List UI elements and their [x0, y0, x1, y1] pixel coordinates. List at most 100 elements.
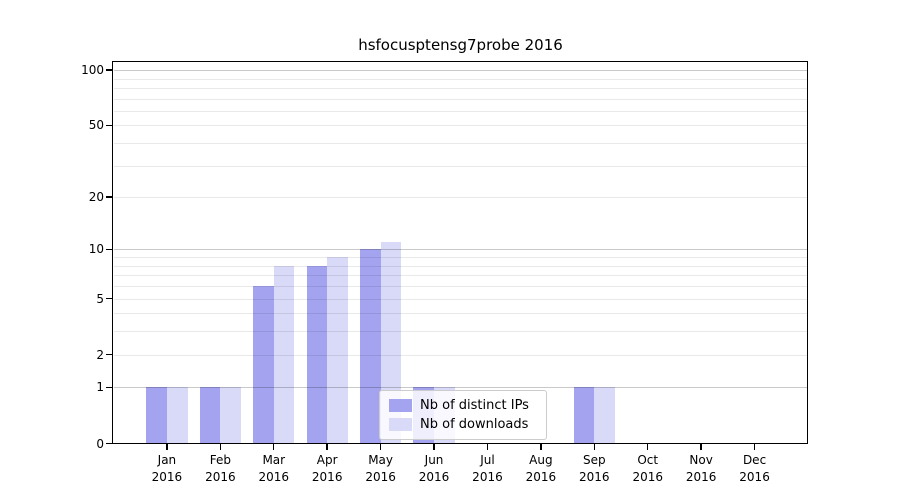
legend-swatch-distinct-ips [389, 399, 412, 412]
legend: Nb of distinct IPs Nb of downloads [379, 390, 547, 440]
y-tick-20 [106, 196, 112, 198]
x-tick-feb [219, 444, 222, 450]
gridline-minor-5 [114, 298, 807, 300]
x-tick-label-jun: Jun 2016 [419, 452, 450, 486]
bar-sep-downloads [594, 387, 615, 444]
bar-apr-downloads [327, 257, 348, 444]
gridline-major-10 [114, 249, 807, 251]
x-tick-year: 2016 [525, 470, 557, 484]
x-tick-year: 2016 [151, 470, 183, 484]
x-tick-year: 2016 [418, 470, 450, 484]
x-tick-label-sep: Sep 2016 [579, 452, 610, 486]
x-tick-year: 2016 [579, 470, 610, 484]
x-tick-month: Jul [480, 453, 495, 467]
x-tick-month: Nov [689, 453, 713, 467]
gridline-minor-6 [114, 286, 807, 288]
y-tick-label-5: 5 [96, 291, 104, 306]
y-tick-10 [106, 248, 112, 251]
gridline-minor-9 [114, 257, 807, 259]
gridline-minor-3 [114, 331, 807, 333]
x-tick-year: 2016 [739, 470, 770, 484]
x-tick-month: Feb [209, 453, 231, 467]
y-tick-1 [106, 386, 112, 389]
legend-item-downloads: Nb of downloads [389, 417, 538, 432]
bar-mar-downloads [273, 265, 295, 444]
x-tick-year: 2016 [365, 470, 396, 484]
x-tick-nov [700, 444, 702, 450]
y-tick-50 [106, 124, 112, 127]
y-tick-label-20: 20 [88, 190, 104, 205]
bar-may-distinct-ips [360, 249, 381, 444]
x-tick-mar [273, 444, 275, 450]
x-tick-dec [753, 444, 756, 450]
gridline-major-100 [114, 70, 807, 72]
bar-feb-downloads [220, 387, 241, 444]
x-tick-month: Mar [262, 453, 286, 467]
y-tick-label-10: 10 [88, 242, 104, 257]
legend-label-downloads: Nb of downloads [420, 417, 529, 432]
y-tick-5 [106, 297, 112, 300]
bar-mar-distinct-ips [253, 286, 274, 444]
x-tick-month: Jan [157, 453, 177, 467]
x-tick-aug [540, 444, 542, 450]
x-tick-month: Dec [742, 453, 767, 467]
x-tick-month: Jun [424, 453, 444, 467]
x-tick-year: 2016 [685, 470, 717, 484]
x-tick-year: 2016 [311, 470, 343, 484]
gridline-minor-4 [114, 313, 807, 315]
bar-feb-distinct-ips [199, 387, 221, 444]
x-tick-may [379, 444, 382, 450]
x-tick-label-may: May 2016 [365, 452, 396, 486]
x-tick-month: Aug [529, 453, 553, 467]
bar-jan-downloads [166, 387, 188, 444]
x-tick-label-feb: Feb 2016 [205, 452, 236, 486]
x-tick-oct [647, 444, 649, 450]
bar-apr-distinct-ips [306, 265, 328, 444]
gridline-minor-60 [114, 110, 807, 112]
legend-label-distinct-ips: Nb of distinct IPs [420, 398, 529, 413]
y-tick-2 [106, 353, 112, 356]
legend-swatch-downloads [389, 418, 412, 431]
gridline-minor-30 [114, 165, 807, 167]
x-tick-label-nov: Nov 2016 [686, 452, 717, 486]
legend-item-distinct-ips: Nb of distinct IPs [389, 398, 538, 413]
x-tick-jun [433, 444, 435, 450]
bar-jan-distinct-ips [146, 387, 167, 444]
chart-title: hsfocusptensg7probe 2016 [358, 36, 563, 54]
x-tick-jan [166, 444, 168, 450]
gridline-minor-50 [114, 125, 807, 127]
x-tick-label-jan: Jan 2016 [152, 452, 183, 486]
gridline-minor-80 [114, 87, 807, 89]
x-tick-month: May [368, 453, 394, 467]
gridline-minor-8 [114, 265, 807, 267]
gridline-minor-7 [114, 275, 807, 277]
y-tick-100 [106, 69, 112, 71]
x-tick-year: 2016 [632, 470, 663, 484]
x-tick-jul [486, 444, 489, 450]
y-tick-label-0: 0 [96, 436, 104, 451]
x-tick-year: 2016 [205, 470, 236, 484]
x-tick-label-aug: Aug 2016 [526, 452, 557, 486]
x-tick-apr [326, 444, 328, 450]
x-tick-label-mar: Mar 2016 [258, 452, 289, 486]
gridline-minor-90 [114, 78, 807, 80]
y-tick-label-50: 50 [88, 118, 104, 133]
x-tick-label-apr: Apr 2016 [312, 452, 343, 486]
x-tick-month: Apr [316, 453, 338, 467]
gridline-minor-2 [114, 354, 807, 356]
x-tick-year: 2016 [258, 470, 290, 484]
gridline-minor-70 [114, 98, 807, 100]
y-tick-label-100: 100 [81, 63, 104, 78]
x-tick-label-oct: Oct 2016 [632, 452, 663, 486]
x-tick-year: 2016 [472, 470, 503, 484]
x-tick-label-jul: Jul 2016 [472, 452, 503, 486]
y-tick-0 [106, 442, 112, 445]
gridline-minor-40 [114, 143, 807, 145]
x-tick-sep [593, 444, 595, 450]
x-tick-month: Sep [582, 453, 606, 467]
y-tick-label-1: 1 [96, 380, 104, 395]
y-tick-label-2: 2 [96, 347, 104, 362]
x-tick-month: Oct [637, 453, 659, 467]
x-tick-label-dec: Dec 2016 [739, 452, 770, 486]
